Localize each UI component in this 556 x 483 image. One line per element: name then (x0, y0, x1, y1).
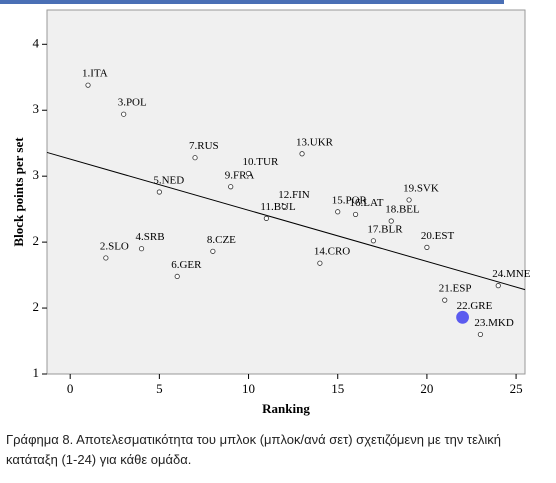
x-tick-label: 20 (420, 381, 433, 396)
point (406, 197, 412, 203)
point (317, 260, 323, 266)
point-label: 10.TUR (243, 156, 279, 168)
y-tick-label: 3 (33, 101, 40, 116)
x-axis-label: Ranking (262, 401, 310, 416)
point (263, 215, 269, 221)
trend-line (46, 151, 526, 291)
y-tick-label: 3 (33, 167, 40, 182)
point-label: 15.POR (332, 194, 368, 206)
x-tick-label: 10 (242, 381, 255, 396)
point-label: 11.BUL (260, 201, 296, 213)
point-label: 2.SLO (100, 240, 129, 252)
y-tick-label: 2 (33, 299, 40, 314)
point-label: 18.BEL (385, 204, 420, 216)
point (281, 203, 287, 210)
y-tick-label: 4 (33, 35, 40, 50)
point (495, 283, 501, 289)
point-label: 16.LAT (350, 197, 384, 209)
plot-area (46, 9, 526, 375)
point-label: 8.CZE (207, 234, 236, 246)
point (103, 255, 109, 261)
point-label: 12.FIN (278, 189, 310, 201)
point (245, 170, 252, 177)
point (477, 331, 484, 338)
point (424, 244, 430, 250)
point (352, 211, 359, 218)
point (442, 297, 448, 303)
point-label: 23.MKD (474, 317, 513, 329)
point (335, 209, 341, 215)
point-label: 24.MNE (492, 268, 530, 280)
point-label: 14.CRO (314, 246, 350, 258)
point (210, 248, 216, 254)
caption: Γράφημα 8. Αποτελεσματικότητα του μπλοκ … (6, 432, 501, 467)
chart: Ranking Block points per set 1 2 2 3 3 4 0 5 10 1… (0, 0, 531, 416)
point-label: 20.EST (421, 230, 455, 242)
point-label: 3.POL (118, 97, 147, 109)
point-label: 4.SRB (136, 231, 165, 243)
point (138, 246, 145, 252)
point (192, 155, 198, 161)
point-label: 13.UKR (296, 136, 334, 148)
point-label: 21.ESP (439, 283, 472, 295)
point-label: 17.BLR (367, 223, 403, 235)
point (228, 184, 234, 190)
x-tick-label: 25 (510, 381, 523, 396)
x-tick-label: 15 (331, 381, 344, 396)
point-label: 22.GRE (457, 300, 493, 312)
point (121, 111, 127, 117)
y-tick-label: 1 (33, 365, 40, 380)
top-strip (0, 0, 504, 4)
point (174, 273, 180, 280)
point (156, 189, 162, 195)
point-label: 1.ITA (82, 68, 108, 80)
point-label: 19.SVK (403, 182, 439, 194)
x-tick-label: 0 (67, 381, 74, 396)
y-axis-label: Block points per set (11, 137, 26, 247)
point-label: 7.RUS (189, 140, 219, 152)
point-label: 5.NED (153, 175, 184, 187)
point (85, 82, 91, 88)
point (370, 238, 376, 244)
point (456, 310, 469, 324)
point-label: 6.GER (171, 259, 202, 271)
point (299, 151, 305, 157)
point (388, 218, 394, 224)
y-tick-label: 2 (33, 233, 40, 248)
x-tick-label: 5 (156, 381, 163, 396)
